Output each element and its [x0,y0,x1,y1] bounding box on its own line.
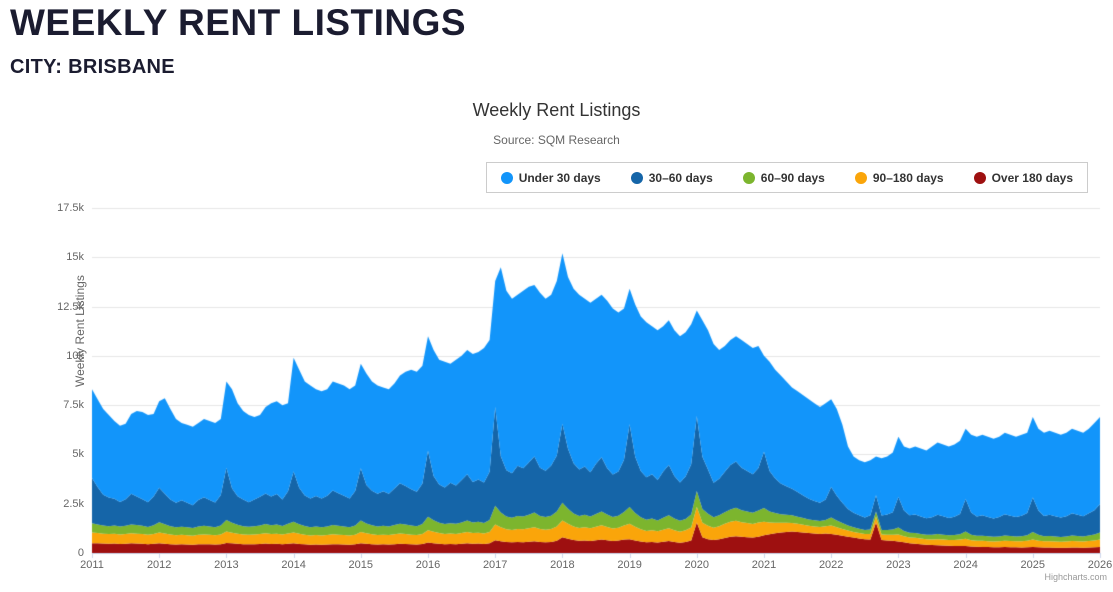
legend-marker-icon [630,171,643,184]
x-axis-label: 2026 [1087,559,1113,571]
legend-item-label: Under 30 days [518,170,601,185]
x-axis-label: 2015 [348,559,374,571]
legend-item-under-30-days[interactable]: Under 30 days [500,170,601,185]
x-axis-label: 2019 [617,559,642,571]
legend-marker-icon [500,171,513,184]
x-axis-label: 2018 [550,559,575,571]
legend-item-label: 30–60 days [648,170,713,185]
x-axis-label: 2021 [751,559,777,571]
y-axis-label: 7.5k [63,399,84,412]
x-axis-label: 2012 [146,559,172,571]
legend-item-label: 60–90 days [760,170,825,185]
y-axis-label: 15k [66,251,84,264]
y-axis-label: 2.5k [63,497,84,510]
x-axis-label: 2013 [214,559,239,571]
y-axis-title: Weekly Rent Listings [72,275,87,387]
legend-item-90-180-days[interactable]: 90–180 days [854,170,944,185]
x-axis-label: 2022 [818,559,844,571]
legend-item-60-90-days[interactable]: 60–90 days [742,170,825,185]
y-axis-label: 0 [77,547,84,559]
legend-marker-icon [973,171,986,184]
legend-item-label: 90–180 days [872,170,944,185]
x-axis-label: 2014 [281,559,306,571]
page-title: WEEKLY RENT LISTINGS [10,2,467,43]
chart-title: Weekly Rent Listings [472,100,641,120]
legend-item-30-60-days[interactable]: 30–60 days [630,170,713,185]
chart-legend: Under 30 days 30–60 days 60–90 days 90–180 … [485,162,1088,193]
x-axis-label: 2023 [886,559,911,571]
y-axis-label: 17.5k [57,202,84,214]
page-subtitle-city: CITY: BRISBANE [10,56,175,78]
x-axis-label: 2016 [415,559,441,571]
x-axis-label: 2011 [80,559,104,571]
x-axis-label: 2017 [482,559,508,571]
x-axis-label: 2020 [684,559,710,571]
legend-marker-icon [742,171,755,184]
highcharts-credit-link[interactable]: Highcharts.com [1044,572,1107,582]
legend-marker-icon [854,171,867,184]
legend-item-over-180-days[interactable]: Over 180 days [973,170,1073,185]
y-axis-label: 12.5k [57,300,84,313]
chart-subtitle-source: Source: SQM Research [493,133,620,147]
x-axis-label: 2025 [1020,559,1046,571]
x-axis-label: 2024 [953,559,978,571]
y-axis-label: 5k [72,448,84,461]
y-axis-label: 10k [66,349,84,362]
legend-item-label: Over 180 days [991,170,1073,185]
